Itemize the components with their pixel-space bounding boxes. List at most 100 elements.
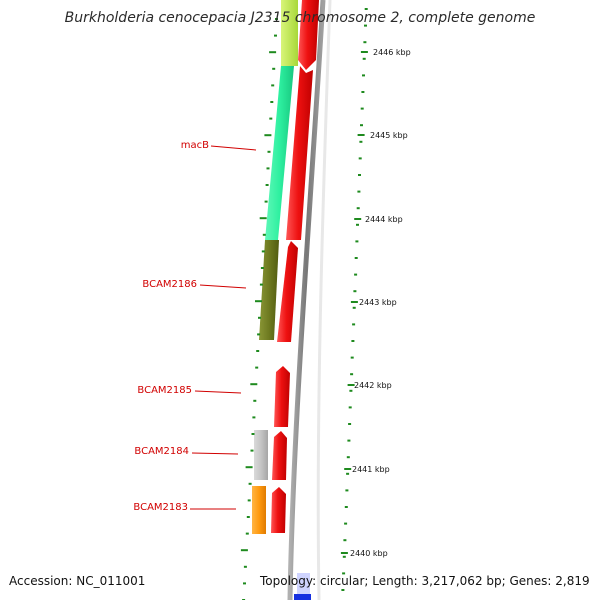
- bottom-light-segment: [297, 573, 310, 594]
- cds-arrow: [272, 431, 287, 480]
- cds-arrow: [271, 487, 286, 533]
- scale-tick: [342, 555, 346, 558]
- scale-tick: [243, 565, 247, 568]
- scale-tick: [353, 290, 357, 293]
- gene-label-BCAM2184: BCAM2184: [134, 446, 189, 457]
- kbp-label-2440: 2440 kbp: [350, 549, 388, 558]
- scale-tick: [347, 439, 351, 442]
- BCAM2184-block: [254, 430, 268, 480]
- scale-tick: [250, 383, 258, 386]
- scale-tick: [352, 306, 356, 309]
- kbp-ticks: [240, 8, 368, 600]
- scale-tick: [354, 257, 358, 259]
- scale-tick: [340, 552, 348, 554]
- scale-tick: [364, 24, 367, 27]
- scale-tick: [270, 101, 274, 103]
- scale-tick: [243, 582, 246, 585]
- scale-tick: [271, 84, 275, 87]
- kbp-label-2445: 2445 kbp: [370, 131, 408, 140]
- scale-tick: [266, 167, 270, 170]
- scale-tick: [257, 333, 261, 336]
- scale-tick: [347, 384, 355, 386]
- scale-tick: [362, 74, 365, 77]
- scale-tick: [363, 41, 367, 44]
- scale-tick: [356, 207, 360, 210]
- scale-tick: [259, 217, 267, 220]
- gene-label-BCAM2186: BCAM2186: [142, 279, 197, 290]
- scale-tick: [258, 316, 261, 319]
- scale-tick: [343, 539, 347, 542]
- outer-ring: [316, 0, 332, 600]
- scale-tick: [358, 157, 362, 160]
- genome-backbone: [287, 0, 326, 600]
- scale-tick: [256, 350, 260, 352]
- scale-tick: [360, 124, 363, 127]
- cds-arrow: [298, 0, 319, 70]
- scale-tick: [253, 399, 257, 402]
- kbp-label-2441: 2441 kbp: [352, 465, 390, 474]
- scale-tick: [354, 218, 362, 220]
- gene-label-BCAM2185: BCAM2185: [137, 385, 192, 396]
- cds-arrow: [274, 366, 290, 427]
- cds-arrow: [277, 241, 298, 342]
- leader-line: [194, 390, 242, 394]
- scale-tick: [252, 416, 256, 419]
- cds-arrow: [286, 66, 313, 240]
- scale-tick: [346, 456, 350, 459]
- kbp-label-2442: 2442 kbp: [354, 381, 392, 390]
- scale-tick: [269, 51, 277, 54]
- kbp-label-2444: 2444 kbp: [365, 215, 403, 224]
- scale-tick: [359, 140, 363, 143]
- scale-tick: [267, 150, 271, 153]
- scale-tick: [260, 267, 264, 269]
- gene-label-BCAM2183: BCAM2183: [133, 502, 188, 513]
- scale-tick: [259, 283, 263, 286]
- scale-tick: [240, 549, 248, 552]
- scale-tick: [245, 466, 253, 469]
- scale-tick: [350, 356, 354, 359]
- scale-tick: [362, 57, 366, 60]
- scale-tick: [269, 117, 273, 120]
- leader-line: [199, 284, 247, 289]
- scale-tick: [360, 107, 364, 110]
- macB-block: [265, 66, 294, 240]
- scale-tick: [342, 572, 346, 575]
- colored-gene-track: [252, 0, 311, 600]
- scale-tick: [344, 468, 352, 470]
- map-title: Burkholderia cenocepacia J2315 chromosom…: [64, 10, 536, 26]
- leader-line: [210, 145, 257, 151]
- scale-tick: [262, 233, 266, 236]
- top-segment: [281, 0, 298, 66]
- scale-tick: [248, 482, 252, 485]
- scale-tick: [264, 200, 268, 203]
- scale-tick: [351, 340, 355, 342]
- forward-cds-track: [271, 0, 319, 533]
- scale-tick: [245, 532, 249, 535]
- scale-tick: [356, 223, 359, 226]
- scale-tick: [349, 389, 353, 392]
- scale-tick: [348, 406, 352, 409]
- scale-tick: [247, 499, 251, 502]
- scale-tick: [275, 18, 278, 20]
- scale-tick: [265, 184, 269, 186]
- gene-label-macB: macB: [181, 140, 209, 151]
- scale-tick: [350, 373, 354, 376]
- BCAM2183-block: [252, 486, 266, 534]
- genome-summary-text: Topology: circular; Length: 3,217,062 bp…: [260, 574, 590, 588]
- label-leaders: [190, 145, 257, 510]
- scale-tick: [344, 506, 348, 508]
- scale-tick: [344, 522, 348, 525]
- scale-tick: [255, 366, 259, 369]
- scale-tick: [272, 67, 276, 70]
- accession-text: Accession: NC_011001: [9, 574, 146, 588]
- scale-tick: [255, 300, 262, 303]
- scale-tick: [350, 301, 358, 303]
- scale-tick: [261, 250, 265, 253]
- scale-tick: [361, 91, 365, 93]
- scale-tick: [358, 174, 361, 176]
- bottom-segment: [294, 594, 311, 600]
- BCAM2186-block: [259, 240, 279, 340]
- kbp-label-2443: 2443 kbp: [359, 298, 397, 307]
- scale-tick: [357, 134, 365, 136]
